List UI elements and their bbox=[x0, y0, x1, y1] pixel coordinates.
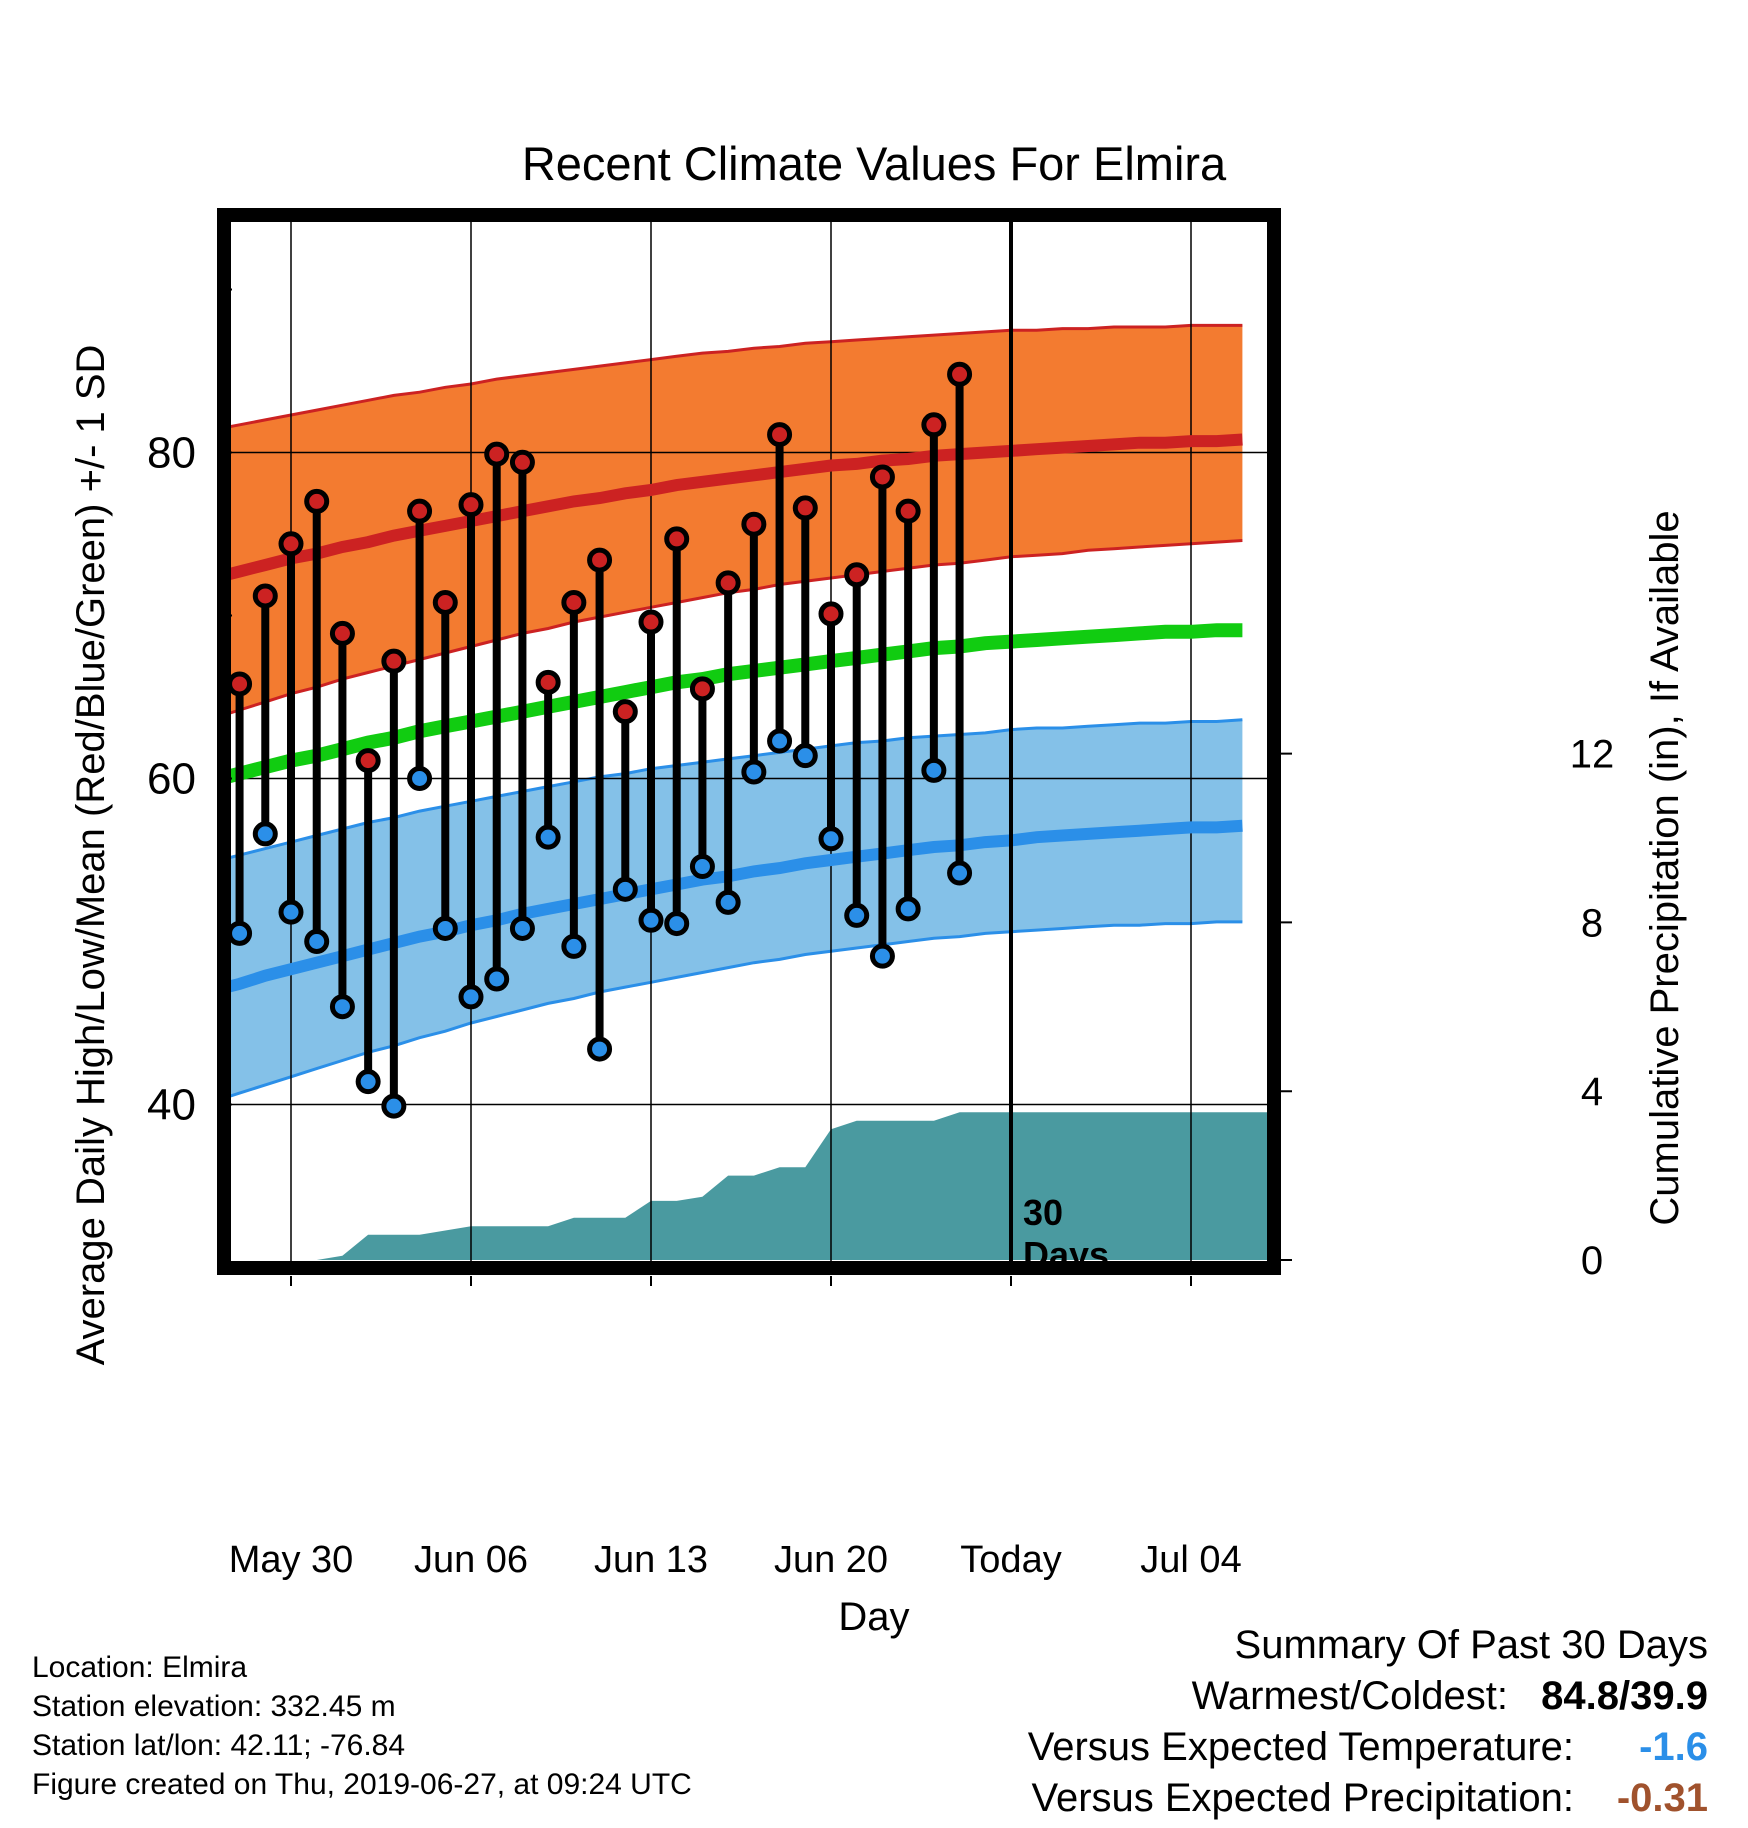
x-tick-label: Jun 06 bbox=[414, 1539, 528, 1581]
y2-tick-label: 8 bbox=[1581, 901, 1603, 945]
y-tick-label: 60 bbox=[147, 755, 196, 804]
high-point bbox=[304, 488, 330, 514]
high-point bbox=[715, 570, 741, 596]
low-point bbox=[869, 943, 895, 969]
high-point bbox=[561, 589, 587, 615]
high-point bbox=[355, 748, 381, 774]
low-point bbox=[638, 907, 664, 933]
high-point bbox=[792, 495, 818, 521]
low-point bbox=[252, 821, 278, 847]
y2-tick-label: 0 bbox=[1581, 1239, 1603, 1283]
high-point bbox=[947, 361, 973, 387]
low-point bbox=[587, 1036, 613, 1062]
x-tick-label: Jun 20 bbox=[774, 1539, 888, 1581]
low-point bbox=[664, 911, 690, 937]
low-point bbox=[432, 915, 458, 941]
high-point bbox=[612, 699, 638, 725]
low-point bbox=[792, 743, 818, 769]
high-point bbox=[278, 531, 304, 557]
y-axis-label: Average Daily High/Low/Mean (Red/Blue/Gr… bbox=[69, 345, 113, 1366]
chart-title: Recent Climate Values For Elmira bbox=[522, 137, 1227, 190]
high-point bbox=[895, 498, 921, 524]
low-point bbox=[535, 824, 561, 850]
low-point bbox=[484, 966, 510, 992]
location-text: Location: Elmira bbox=[32, 1651, 248, 1684]
high-point bbox=[869, 464, 895, 490]
warm-cold-label: Warmest/Coldest: bbox=[1191, 1674, 1508, 1718]
high-point bbox=[844, 562, 870, 588]
high-point bbox=[587, 547, 613, 573]
x-tick-label: Today bbox=[960, 1539, 1061, 1581]
x-tick-label: Jul 04 bbox=[1140, 1539, 1241, 1581]
low-point bbox=[561, 933, 587, 959]
normal-high-line bbox=[224, 433, 1243, 582]
low-point bbox=[612, 876, 638, 902]
station-info: Location: Elmira Station elevation: 332.… bbox=[32, 1648, 692, 1804]
y2-tick-label: 4 bbox=[1581, 1070, 1603, 1114]
plot-area: 30 Days bbox=[224, 215, 1274, 1268]
normal-high-sd-band bbox=[224, 325, 1243, 715]
low-point bbox=[818, 826, 844, 852]
created-text: Figure created on Thu, 2019-06-27, at 09… bbox=[32, 1768, 692, 1801]
summary-precip: Versus Expected Precipitation: -0.31 bbox=[1028, 1773, 1708, 1824]
x-tick-label: Jun 13 bbox=[594, 1539, 708, 1581]
precip-value: -0.31 bbox=[1616, 1776, 1708, 1820]
elevation-text: Station elevation: 332.45 m bbox=[32, 1690, 396, 1723]
low-point bbox=[355, 1069, 381, 1095]
high-point bbox=[535, 669, 561, 695]
low-point bbox=[329, 994, 355, 1020]
high-point bbox=[227, 671, 253, 697]
y2-tick-label: 12 bbox=[1570, 733, 1615, 777]
low-point bbox=[947, 860, 973, 886]
high-point bbox=[638, 609, 664, 635]
latlon-text: Station lat/lon: 42.11; -76.84 bbox=[32, 1729, 406, 1762]
high-point bbox=[689, 676, 715, 702]
low-point bbox=[689, 854, 715, 880]
high-point bbox=[381, 648, 407, 674]
summary-warm-cold: Warmest/Coldest: 84.8/39.9 bbox=[1028, 1671, 1708, 1722]
high-point bbox=[484, 441, 510, 467]
low-point bbox=[407, 766, 433, 791]
low-point bbox=[509, 915, 535, 941]
summary-title: Summary Of Past 30 Days bbox=[1234, 1623, 1708, 1667]
y2-axis-label: Cumulative Precipitation (in), If Availa… bbox=[1643, 510, 1687, 1225]
y-tick-label: 40 bbox=[147, 1081, 196, 1130]
low-point bbox=[715, 889, 741, 915]
normal-low-sd-lower bbox=[224, 920, 1243, 1100]
normal-high-sd-upper bbox=[224, 323, 1243, 430]
y-tick-label: 80 bbox=[147, 429, 196, 478]
low-point bbox=[381, 1093, 407, 1119]
low-point bbox=[767, 728, 793, 754]
high-point bbox=[458, 492, 484, 518]
high-point bbox=[767, 422, 793, 448]
high-point bbox=[509, 449, 535, 475]
warm-cold-value: 84.8/39.9 bbox=[1541, 1674, 1708, 1718]
temp-label: Versus Expected Temperature: bbox=[1027, 1725, 1574, 1769]
high-point bbox=[818, 601, 844, 627]
temp-value: -1.6 bbox=[1639, 1725, 1708, 1769]
low-point bbox=[895, 896, 921, 922]
high-point bbox=[432, 589, 458, 615]
precipitation-area bbox=[224, 1112, 1274, 1260]
low-point bbox=[227, 920, 253, 946]
low-point bbox=[844, 902, 870, 928]
low-point bbox=[278, 899, 304, 925]
high-point bbox=[329, 620, 355, 646]
high-point bbox=[252, 583, 278, 609]
low-point bbox=[921, 757, 947, 783]
low-point bbox=[304, 929, 330, 954]
summary-temp: Versus Expected Temperature: -1.6 bbox=[1028, 1722, 1708, 1773]
high-point bbox=[407, 498, 433, 524]
plot-frame bbox=[217, 208, 1281, 1275]
high-point bbox=[741, 511, 767, 537]
x-axis-label: Day bbox=[838, 1595, 909, 1639]
low-point bbox=[458, 984, 484, 1010]
precip-label: Versus Expected Precipitation: bbox=[1031, 1776, 1574, 1820]
high-point bbox=[921, 412, 947, 438]
low-point bbox=[741, 759, 767, 785]
summary-panel: Summary Of Past 30 Days Warmest/Coldest:… bbox=[1028, 1620, 1708, 1824]
high-point bbox=[664, 526, 690, 552]
x-tick-label: May 30 bbox=[229, 1539, 354, 1581]
